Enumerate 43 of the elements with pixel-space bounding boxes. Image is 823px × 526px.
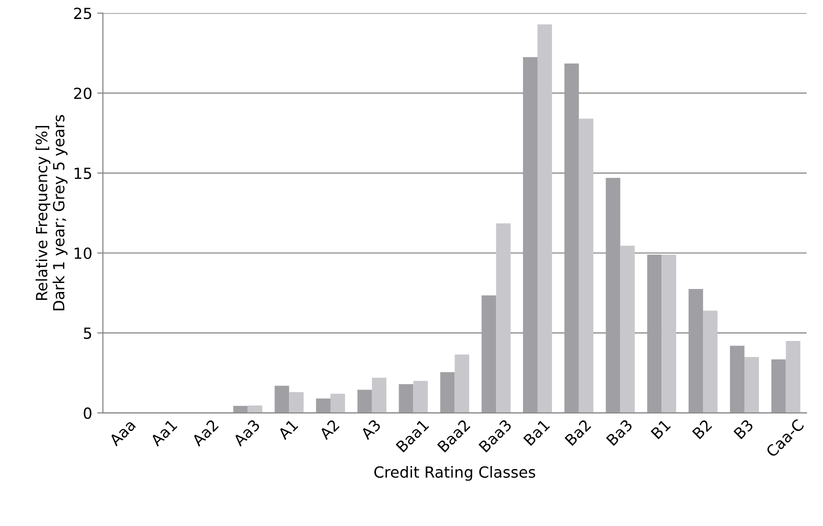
y-tick-label: 20 bbox=[74, 88, 92, 100]
bar bbox=[564, 64, 579, 413]
x-tick-label: A2 bbox=[318, 419, 340, 440]
y-tick-label: 5 bbox=[84, 328, 92, 339]
bar bbox=[274, 386, 290, 413]
x-tick-label: A3 bbox=[360, 418, 382, 440]
y-tick-label: 10 bbox=[74, 247, 92, 260]
y-tick-label: 25 bbox=[74, 8, 92, 20]
bar bbox=[647, 254, 662, 413]
bar bbox=[372, 378, 386, 413]
bar bbox=[620, 246, 635, 413]
bar bbox=[248, 406, 262, 413]
x-tick-label: B1 bbox=[650, 419, 671, 440]
x-tick-label: Aaa bbox=[108, 419, 136, 447]
bar bbox=[688, 288, 704, 413]
x-tick-label: Ba1 bbox=[523, 419, 550, 446]
bar bbox=[454, 354, 470, 413]
bar bbox=[330, 394, 346, 413]
y-axis-title: Relative Frequency [%] Dark 1 year; Grey 5 years bbox=[36, 115, 68, 310]
bar bbox=[289, 392, 304, 413]
bar bbox=[744, 356, 759, 413]
bar bbox=[523, 57, 538, 413]
bar bbox=[703, 310, 718, 413]
bar bbox=[316, 398, 331, 413]
bar bbox=[786, 340, 800, 413]
bar bbox=[482, 295, 496, 413]
bar bbox=[606, 178, 620, 413]
bar bbox=[413, 380, 428, 413]
x-tick-label: B2 bbox=[692, 419, 712, 440]
bar bbox=[440, 372, 455, 413]
bar bbox=[357, 390, 372, 413]
x-axis-title: Credit Rating Classes bbox=[374, 466, 536, 481]
y-tick-label: 15 bbox=[74, 168, 92, 180]
y-tick-label: 0 bbox=[84, 407, 92, 419]
bar bbox=[662, 254, 676, 413]
bar bbox=[496, 223, 511, 413]
bar bbox=[771, 359, 786, 413]
bar bbox=[578, 118, 594, 413]
bar bbox=[537, 24, 552, 413]
x-tick-label: B3 bbox=[733, 418, 754, 440]
bar bbox=[398, 384, 414, 413]
bar bbox=[730, 346, 744, 413]
x-tick-label: A1 bbox=[277, 419, 298, 440]
